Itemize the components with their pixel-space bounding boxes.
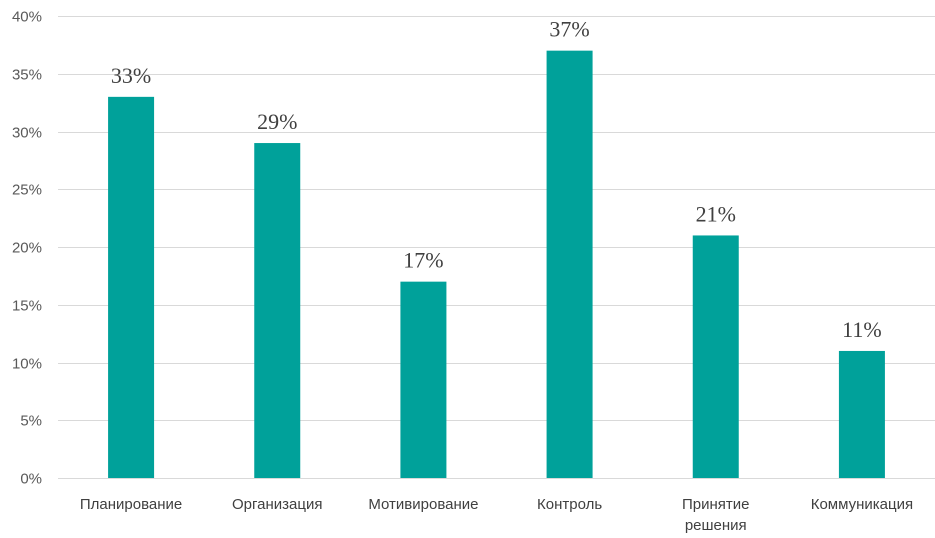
data-labels: 33% 29% 17% 37% 21% 11% — [111, 17, 882, 342]
y-tick-label: 30% — [12, 125, 42, 142]
data-label: 33% — [111, 63, 151, 88]
y-tick-label: 0% — [20, 471, 42, 488]
category-label-line: Принятие — [682, 496, 750, 513]
category-label-line: Планирование — [80, 496, 182, 513]
bar — [546, 50, 593, 479]
category-label: Мотивирование — [368, 496, 478, 513]
category-label-line: решения — [685, 517, 747, 534]
y-tick-label: 5% — [20, 413, 42, 430]
category-label: Организация — [232, 496, 322, 513]
data-label: 29% — [257, 109, 297, 134]
category-label: Планирование — [80, 496, 182, 513]
bar — [838, 350, 885, 478]
category-label: Принятие решения — [682, 496, 750, 534]
category-label-line: Мотивирование — [368, 496, 478, 513]
category-label: Коммуникация — [811, 496, 913, 513]
gridlines — [58, 16, 935, 479]
bar — [108, 96, 155, 478]
data-label: 21% — [696, 201, 736, 226]
category-label-line: Контроль — [537, 496, 602, 513]
y-tick-label: 25% — [12, 182, 42, 199]
bar — [692, 235, 739, 478]
bar — [254, 143, 301, 479]
data-label: 37% — [549, 17, 589, 42]
y-tick-label: 20% — [12, 240, 42, 257]
data-label: 11% — [842, 317, 882, 342]
bars — [108, 50, 885, 479]
y-tick-label: 35% — [12, 67, 42, 84]
category-label-line: Коммуникация — [811, 496, 913, 513]
category-label: Контроль — [537, 496, 602, 513]
y-tick-label: 15% — [12, 298, 42, 315]
bar — [400, 281, 447, 478]
category-labels: Планирование Организация Мотивирование Конт… — [80, 496, 913, 534]
y-tick-label: 10% — [12, 356, 42, 373]
data-label: 17% — [403, 248, 443, 273]
y-tick-label: 40% — [12, 9, 42, 26]
y-axis-tick-labels: 0% 5% 10% 15% 20% 25% 30% 35% 40% — [12, 9, 42, 488]
category-label-line: Организация — [232, 496, 322, 513]
